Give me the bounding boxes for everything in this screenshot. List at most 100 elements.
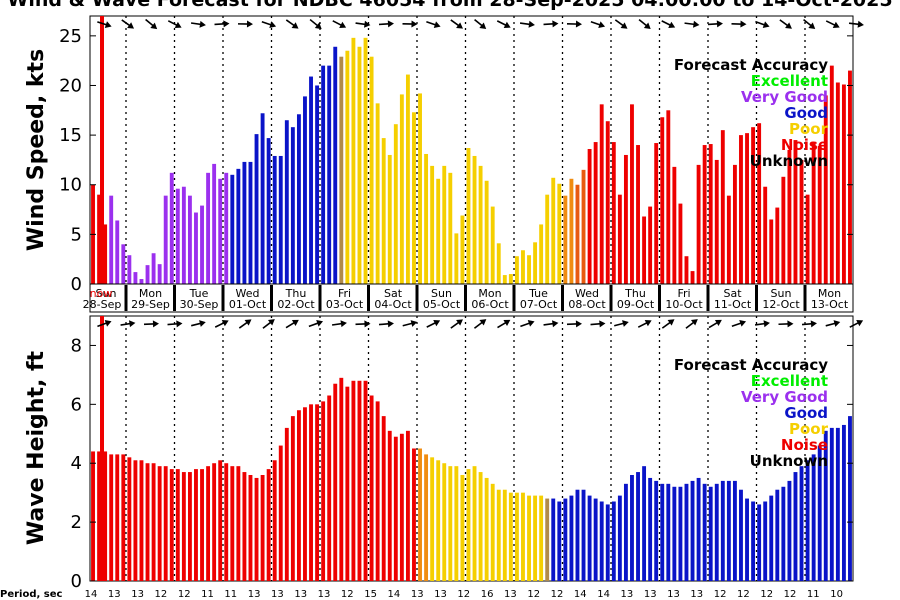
wave-direction-arrow	[708, 319, 722, 329]
period-value: 13	[248, 589, 261, 600]
period-value: 14	[388, 589, 401, 600]
wind-bar	[327, 65, 332, 284]
wave-bar	[757, 504, 762, 581]
wave-bar	[91, 451, 95, 581]
wave-bar	[157, 466, 162, 581]
period-value: 11	[201, 589, 214, 600]
wind-bar	[363, 37, 368, 285]
wave-bar	[678, 486, 683, 581]
wind-direction-arrow	[121, 19, 135, 29]
day-date-label: 02-Oct	[277, 298, 315, 311]
wave-bar	[315, 404, 320, 581]
wave-bar	[496, 489, 501, 581]
wind-bar	[672, 166, 677, 284]
wave-bar	[357, 380, 362, 581]
wave-bar	[181, 472, 186, 581]
wave-bar	[545, 498, 550, 581]
wind-bar	[508, 274, 513, 284]
day-date-label: 03-Oct	[326, 298, 364, 311]
wave-bar	[478, 472, 483, 581]
wind-bar	[103, 224, 108, 284]
wind-y-tick-label: 5	[71, 224, 82, 245]
wave-bar	[363, 380, 368, 581]
wind-bar	[393, 124, 398, 284]
wave-bar	[745, 498, 749, 581]
wave-bar	[829, 427, 834, 581]
wind-legend-item: Poor	[789, 120, 829, 138]
wave-bar	[514, 492, 519, 581]
wind-bar	[278, 155, 283, 284]
wind-bar	[369, 56, 374, 285]
wind-bar	[793, 140, 798, 284]
period-value: 13	[294, 589, 307, 600]
day-name-label: Fri	[338, 287, 351, 300]
wave-bar	[714, 483, 719, 581]
wind-direction-arrow	[519, 20, 535, 28]
wind-bar	[642, 216, 647, 284]
wave-direction-arrow	[543, 320, 559, 328]
wind-legend-item: Noise	[781, 136, 828, 154]
wind-bar	[472, 155, 477, 284]
wave-bar	[793, 472, 798, 581]
day-date-label: 07-Oct	[520, 298, 558, 311]
wave-bar	[811, 454, 816, 581]
wave-bar	[387, 430, 392, 581]
wave-direction-arrow	[378, 320, 394, 328]
wind-bar	[587, 149, 592, 284]
period-value: 13	[667, 589, 680, 600]
wind-bar	[351, 37, 356, 285]
day-name-label: Tue	[189, 287, 209, 300]
wind-bar	[466, 148, 471, 284]
now-marker-label: now	[90, 287, 113, 300]
wind-legend-title: Forecast Accuracy	[674, 56, 828, 74]
day-name-label: Wed	[236, 287, 260, 300]
wind-bar	[175, 188, 180, 284]
wind-direction-arrow	[614, 19, 628, 29]
wave-bar	[848, 416, 852, 581]
wave-bar	[575, 489, 580, 581]
wave-direction-arrow	[778, 320, 794, 328]
period-value: 12	[784, 589, 797, 600]
period-value: 15	[364, 589, 377, 600]
wind-bar	[848, 70, 852, 284]
wave-bar	[569, 495, 574, 581]
day-name-label: Wed	[575, 287, 599, 300]
wind-direction-arrow	[755, 20, 770, 28]
wind-bar	[284, 120, 289, 284]
wave-bar	[303, 407, 307, 581]
wind-direction-arrow	[566, 20, 582, 28]
wind-bar	[109, 195, 114, 284]
wave-direction-arrow	[731, 320, 747, 328]
wave-bar	[381, 416, 386, 581]
wave-bar	[763, 501, 768, 581]
wave-direction-arrow	[331, 320, 347, 328]
wind-bar	[726, 195, 731, 284]
wave-bar	[684, 483, 689, 581]
wave-bar	[393, 436, 398, 581]
wave-bar	[726, 480, 731, 581]
wave-direction-arrow	[262, 319, 275, 329]
day-date-label: 29-Sep	[131, 298, 170, 311]
wind-bar	[478, 165, 483, 284]
period-value: 12	[457, 589, 470, 600]
wind-y-axis-label: Wind Speed, kts	[24, 49, 49, 251]
wave-direction-arrow	[801, 320, 817, 328]
day-date-label: 12-Oct	[762, 298, 800, 311]
wind-bar	[296, 114, 301, 285]
wave-bar	[648, 477, 653, 581]
wind-legend-item: Unknown	[750, 152, 828, 170]
wind-panel: 0 5 10 15 20 25 Wind Speed, kts Forecast Accu…	[24, 15, 864, 295]
wind-bar	[514, 256, 519, 284]
wave-direction-arrow	[825, 320, 841, 327]
wind-direction-arrow	[731, 20, 747, 28]
wave-bar	[133, 460, 138, 581]
wind-bar	[775, 207, 780, 284]
period-value: 12	[341, 589, 354, 600]
period-value: 13	[690, 589, 703, 600]
wind-bar	[660, 117, 665, 285]
wave-bar	[405, 430, 410, 581]
wind-direction-arrow	[167, 20, 182, 29]
wind-bar	[823, 95, 828, 284]
